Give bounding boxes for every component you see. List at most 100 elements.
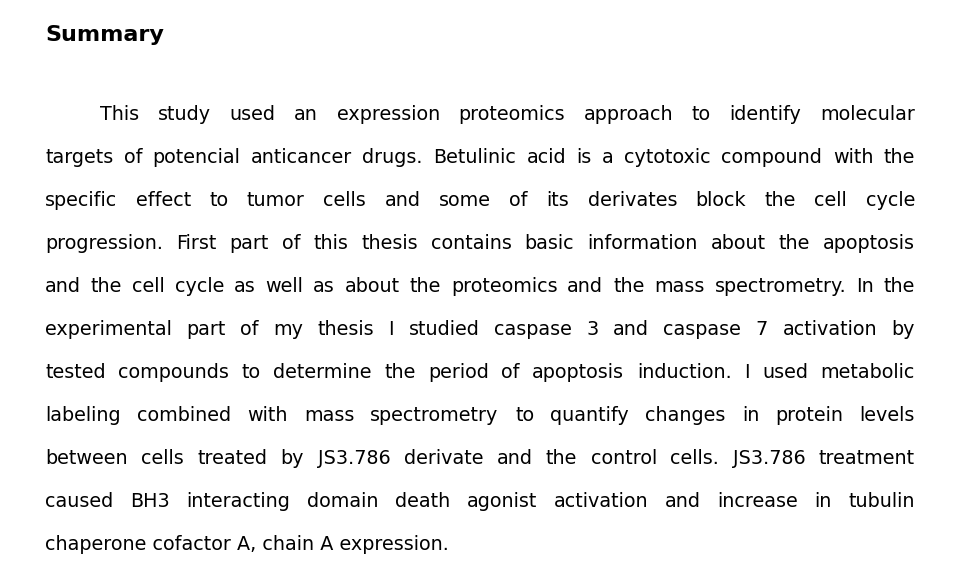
Text: determine: determine: [273, 363, 372, 382]
Text: apoptosis: apoptosis: [823, 234, 915, 253]
Text: acid: acid: [527, 148, 566, 167]
Text: of: of: [510, 191, 528, 210]
Text: to: to: [692, 105, 711, 124]
Text: chaperone cofactor A, chain A expression.: chaperone cofactor A, chain A expression…: [45, 535, 449, 554]
Text: increase: increase: [717, 492, 798, 511]
Text: with: with: [832, 148, 874, 167]
Text: the: the: [384, 363, 416, 382]
Text: studied: studied: [409, 320, 480, 339]
Text: as: as: [234, 277, 255, 296]
Text: compound: compound: [722, 148, 823, 167]
Text: This: This: [100, 105, 139, 124]
Text: used: used: [229, 105, 276, 124]
Text: apoptosis: apoptosis: [532, 363, 624, 382]
Text: in: in: [814, 492, 832, 511]
Text: interacting: interacting: [186, 492, 290, 511]
Text: the: the: [779, 234, 810, 253]
Text: changes: changes: [645, 406, 726, 425]
Text: by: by: [280, 449, 304, 468]
Text: basic: basic: [524, 234, 574, 253]
Text: in: in: [742, 406, 759, 425]
Text: I: I: [389, 320, 395, 339]
Text: tubulin: tubulin: [849, 492, 915, 511]
Text: cytotoxic: cytotoxic: [624, 148, 711, 167]
Text: control: control: [590, 449, 657, 468]
Text: derivates: derivates: [588, 191, 677, 210]
Text: Betulinic: Betulinic: [433, 148, 516, 167]
Text: as: as: [313, 277, 335, 296]
Text: tested: tested: [45, 363, 106, 382]
Text: mass: mass: [304, 406, 354, 425]
Text: my: my: [273, 320, 303, 339]
Text: identify: identify: [730, 105, 802, 124]
Text: the: the: [546, 449, 577, 468]
Text: well: well: [265, 277, 303, 296]
Text: by: by: [892, 320, 915, 339]
Text: cells: cells: [141, 449, 183, 468]
Text: and: and: [385, 191, 420, 210]
Text: tumor: tumor: [247, 191, 305, 210]
Text: cycle: cycle: [175, 277, 224, 296]
Text: information: information: [588, 234, 698, 253]
Text: to: to: [515, 406, 534, 425]
Text: and: and: [45, 277, 81, 296]
Text: cells: cells: [324, 191, 366, 210]
Text: cells.: cells.: [670, 449, 719, 468]
Text: expression: expression: [337, 105, 440, 124]
Text: treated: treated: [197, 449, 267, 468]
Text: with: with: [247, 406, 288, 425]
Text: cell: cell: [814, 191, 847, 210]
Text: approach: approach: [584, 105, 673, 124]
Text: of: of: [501, 363, 519, 382]
Text: proteomics: proteomics: [451, 277, 558, 296]
Text: part: part: [229, 234, 269, 253]
Text: contains: contains: [431, 234, 512, 253]
Text: First: First: [176, 234, 216, 253]
Text: about: about: [345, 277, 399, 296]
Text: JS3.786: JS3.786: [318, 449, 391, 468]
Text: potencial: potencial: [153, 148, 240, 167]
Text: mass: mass: [655, 277, 705, 296]
Text: BH3: BH3: [130, 492, 170, 511]
Text: activation: activation: [782, 320, 877, 339]
Text: caspase: caspase: [494, 320, 572, 339]
Text: specific: specific: [45, 191, 117, 210]
Text: and: and: [613, 320, 649, 339]
Text: molecular: molecular: [820, 105, 915, 124]
Text: targets: targets: [45, 148, 113, 167]
Text: period: period: [428, 363, 489, 382]
Text: spectrometry.: spectrometry.: [714, 277, 846, 296]
Text: thesis: thesis: [318, 320, 374, 339]
Text: block: block: [695, 191, 746, 210]
Text: I: I: [744, 363, 750, 382]
Text: the: the: [613, 277, 644, 296]
Text: of: of: [124, 148, 142, 167]
Text: In: In: [856, 277, 874, 296]
Text: labeling: labeling: [45, 406, 121, 425]
Text: caspase: caspase: [663, 320, 741, 339]
Text: combined: combined: [137, 406, 231, 425]
Text: and: and: [496, 449, 533, 468]
Text: agonist: agonist: [467, 492, 537, 511]
Text: of: of: [240, 320, 258, 339]
Text: is: is: [577, 148, 592, 167]
Text: its: its: [546, 191, 569, 210]
Text: the: the: [883, 277, 915, 296]
Text: domain: domain: [306, 492, 378, 511]
Text: protein: protein: [776, 406, 844, 425]
Text: an: an: [294, 105, 318, 124]
Text: of: of: [281, 234, 300, 253]
Text: treatment: treatment: [819, 449, 915, 468]
Text: quantify: quantify: [550, 406, 629, 425]
Text: death: death: [395, 492, 450, 511]
Text: this: this: [313, 234, 348, 253]
Text: the: the: [883, 148, 915, 167]
Text: progression.: progression.: [45, 234, 163, 253]
Text: drugs.: drugs.: [363, 148, 423, 167]
Text: levels: levels: [859, 406, 915, 425]
Text: the: the: [764, 191, 796, 210]
Text: between: between: [45, 449, 128, 468]
Text: cell: cell: [132, 277, 165, 296]
Text: activation: activation: [554, 492, 648, 511]
Text: used: used: [762, 363, 808, 382]
